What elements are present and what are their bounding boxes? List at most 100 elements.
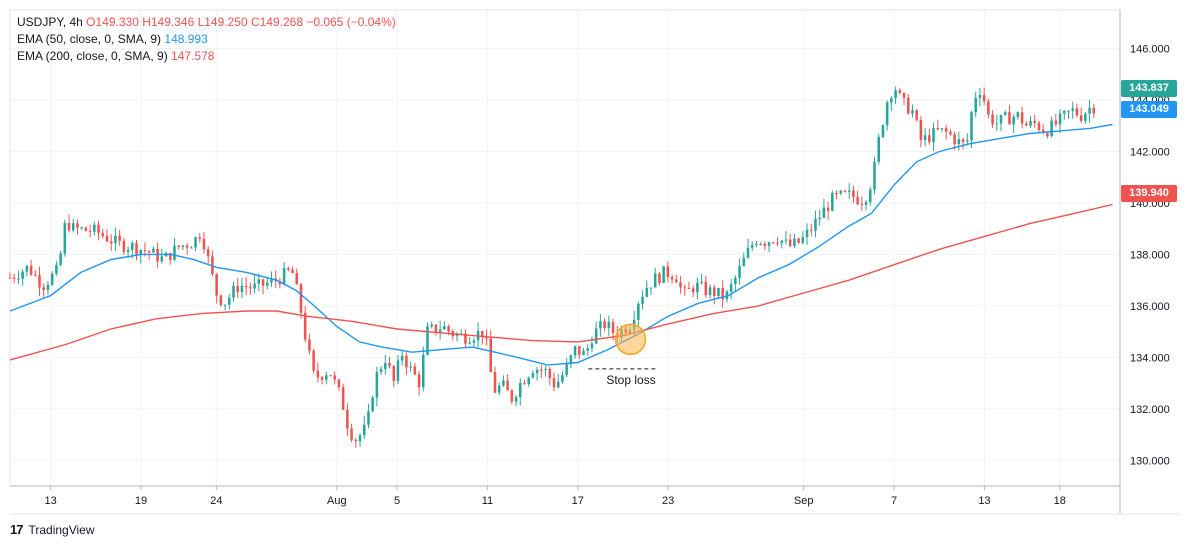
candle-body bbox=[599, 321, 602, 329]
candle-body bbox=[982, 94, 986, 102]
candle-body bbox=[540, 369, 543, 371]
candle-body bbox=[211, 256, 214, 274]
candle-body bbox=[481, 331, 484, 337]
candle-body bbox=[666, 266, 670, 277]
candle-body bbox=[337, 379, 341, 388]
x-tick-label: 23 bbox=[662, 495, 674, 507]
x-tick-label: Aug bbox=[327, 495, 347, 507]
candle-body bbox=[109, 241, 113, 244]
candle-body bbox=[367, 411, 370, 425]
candle-body bbox=[1012, 116, 1015, 125]
stop-loss-label: Stop loss bbox=[606, 372, 656, 387]
candle-body bbox=[738, 266, 741, 278]
candle-body bbox=[729, 284, 733, 292]
candle-body bbox=[911, 110, 914, 114]
candle-body bbox=[594, 328, 598, 344]
candle-body bbox=[510, 390, 514, 402]
candle-body bbox=[152, 248, 155, 253]
candle-body bbox=[750, 245, 754, 248]
candle-body bbox=[864, 202, 868, 205]
x-tick-label: 13 bbox=[45, 495, 57, 507]
candle-body bbox=[396, 360, 400, 382]
grid bbox=[10, 10, 1120, 486]
candle-body bbox=[1050, 120, 1053, 137]
candle-body bbox=[405, 355, 408, 368]
candle-body bbox=[763, 243, 767, 246]
candle-body bbox=[978, 94, 982, 98]
candle-body bbox=[59, 253, 62, 265]
candle-body bbox=[704, 281, 708, 296]
candle-body bbox=[371, 397, 374, 412]
candle-body bbox=[839, 190, 843, 194]
legend-symbol: USDJPY, 4h bbox=[17, 15, 83, 29]
candle-body bbox=[877, 136, 880, 162]
candle-body bbox=[333, 375, 336, 380]
ema200-price-tag: 139.940 bbox=[1121, 185, 1177, 202]
candle-body bbox=[287, 268, 290, 270]
candle-body bbox=[497, 385, 501, 393]
chart-legend: USDJPY, 4h O149.330 H149.346 L149.250 C1… bbox=[17, 14, 396, 65]
candle-body bbox=[531, 373, 535, 378]
candle-body bbox=[856, 197, 859, 204]
candle-body bbox=[270, 278, 273, 283]
candle-body bbox=[122, 240, 126, 252]
candle-body bbox=[392, 366, 396, 382]
candle-body bbox=[97, 224, 100, 233]
candle-body bbox=[966, 140, 969, 142]
candle-body bbox=[953, 134, 956, 144]
candle-body bbox=[257, 279, 261, 284]
legend-ema200-row[interactable]: EMA (200, close, 0, SMA, 9) 147.578 bbox=[17, 48, 396, 65]
candle-body bbox=[1084, 113, 1087, 121]
candle-body bbox=[607, 321, 611, 328]
candle-body bbox=[413, 366, 417, 375]
candle-body bbox=[991, 114, 994, 125]
candle-body bbox=[788, 239, 792, 247]
y-tick-label: 130.000 bbox=[1130, 455, 1170, 467]
candle-body bbox=[1054, 120, 1058, 125]
legend-ema50-row[interactable]: EMA (50, close, 0, SMA, 9) 148.993 bbox=[17, 31, 396, 48]
candle-body bbox=[949, 131, 952, 135]
candle-body bbox=[1071, 108, 1074, 111]
candle-body bbox=[46, 284, 50, 291]
candle-body bbox=[101, 232, 105, 236]
candle-body bbox=[93, 224, 96, 232]
candle-body bbox=[831, 192, 834, 211]
y-tick-label: 134.000 bbox=[1130, 352, 1170, 364]
candle-body bbox=[822, 207, 826, 218]
candle-body bbox=[1037, 122, 1041, 130]
footer[interactable]: 17 TradingView bbox=[10, 522, 95, 537]
candle-body bbox=[928, 135, 931, 143]
candle-body bbox=[637, 303, 640, 320]
x-tick-label: 13 bbox=[978, 495, 990, 507]
plot-area[interactable] bbox=[9, 9, 1121, 487]
time-axis: 13 19 24 Aug 5 11 17 23 Sep 7 13 18 bbox=[45, 486, 1066, 507]
candle-body bbox=[902, 93, 906, 98]
candle-body bbox=[434, 324, 438, 333]
candle-body bbox=[734, 277, 737, 285]
candle-body bbox=[890, 98, 893, 103]
candle-body bbox=[1016, 112, 1020, 117]
candle-body bbox=[772, 242, 775, 244]
candle-body bbox=[784, 239, 788, 241]
candle-body bbox=[552, 378, 556, 388]
candle-body bbox=[384, 363, 387, 370]
candle-body bbox=[932, 128, 935, 143]
candle-body bbox=[244, 285, 248, 288]
candle-body bbox=[232, 286, 235, 298]
candle-body bbox=[168, 252, 172, 260]
candle-body bbox=[320, 377, 324, 380]
candle-body bbox=[295, 273, 299, 285]
legend-ohlc: O149.330 H149.346 L149.250 C149.268 −0.0… bbox=[86, 15, 396, 29]
candle-body bbox=[249, 287, 252, 289]
candle-body bbox=[970, 112, 973, 141]
candle-body bbox=[1046, 133, 1049, 137]
legend-ema200-value: 147.578 bbox=[171, 49, 215, 63]
candle-body bbox=[1025, 123, 1028, 126]
candle-body bbox=[649, 287, 653, 289]
candle-body bbox=[219, 295, 223, 306]
candle-body bbox=[131, 243, 134, 250]
candle-body bbox=[565, 364, 568, 376]
candle-body bbox=[253, 283, 256, 289]
ema-lines bbox=[9, 123, 1113, 366]
